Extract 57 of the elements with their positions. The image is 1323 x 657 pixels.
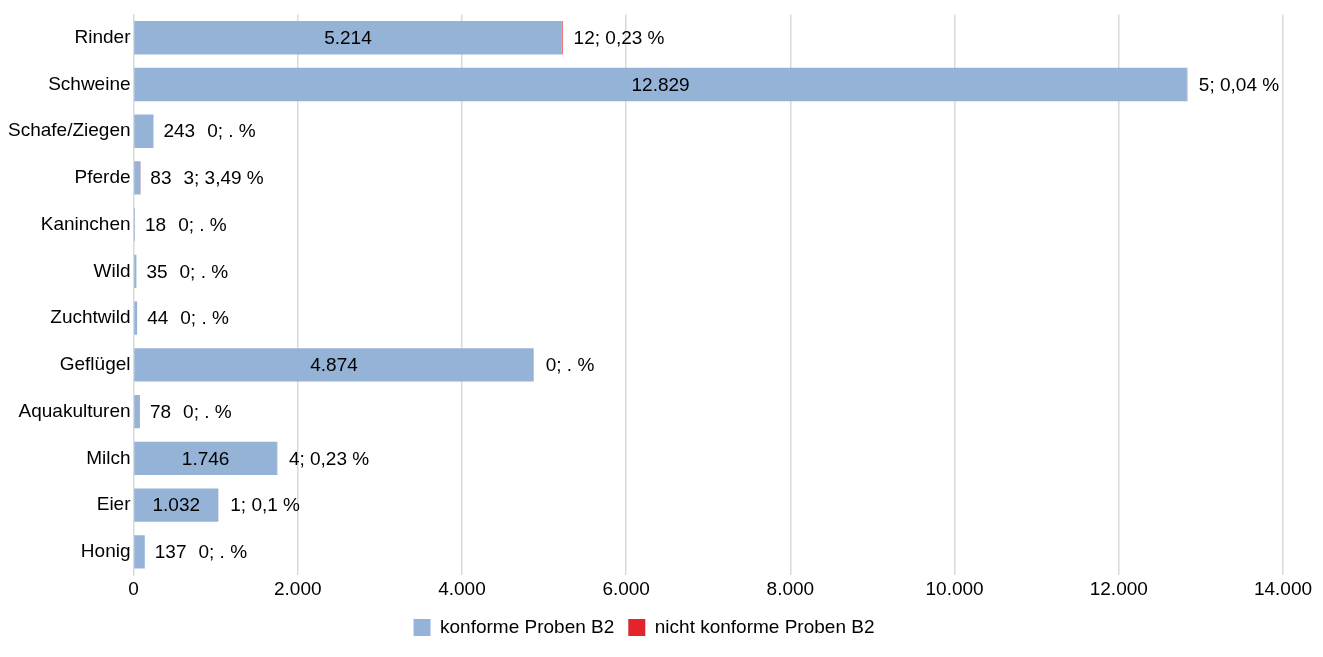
bar xyxy=(134,161,141,195)
bar xyxy=(134,114,154,148)
data-label: 12.829 xyxy=(631,73,690,95)
data-label: 83 xyxy=(150,167,172,189)
data-label: 243 xyxy=(163,120,196,142)
x-tick-label: 6.000 xyxy=(602,577,650,599)
x-tick-label: 8.000 xyxy=(766,577,815,599)
y-tick-label: Schafe/Ziegen xyxy=(7,119,131,141)
data-label: 0; . % xyxy=(180,307,229,329)
y-tick-label: Wild xyxy=(93,259,131,281)
x-tick-label: 4.000 xyxy=(438,577,486,599)
y-tick-label: Schweine xyxy=(48,72,131,94)
data-label: 1; 0,1 % xyxy=(230,494,301,516)
bar xyxy=(134,535,145,569)
bar xyxy=(134,441,277,476)
x-tick-label: 0 xyxy=(128,577,139,599)
data-label: 0; . % xyxy=(198,541,248,563)
data-label: 12; 0,23 % xyxy=(573,27,665,48)
y-tick-label: Geflügel xyxy=(59,353,131,375)
data-label: 18 xyxy=(145,213,167,235)
y-tick-label: Milch xyxy=(86,446,131,468)
y-tick-label: Rinder xyxy=(74,26,132,47)
bar xyxy=(134,394,140,429)
x-tick-label: 2.000 xyxy=(273,577,322,599)
data-label: 3; 3,49 % xyxy=(183,167,264,189)
data-label: 0; . % xyxy=(545,354,595,376)
y-tick-label: Pferde xyxy=(74,166,131,188)
data-label: 5.214 xyxy=(324,27,373,48)
data-label: 1.032 xyxy=(152,494,201,516)
legend-label: konforme Proben B2 xyxy=(440,615,615,637)
data-label: 4; 0,23 % xyxy=(288,447,370,469)
x-tick-label: 12.000 xyxy=(1089,577,1148,599)
y-tick-label: Honig xyxy=(80,540,131,562)
data-label: 35 xyxy=(146,260,168,282)
data-label: 1.746 xyxy=(181,447,230,469)
data-label: 5; 0,04 % xyxy=(1198,73,1280,95)
bar xyxy=(134,67,1187,102)
bar xyxy=(134,254,137,289)
data-label: 78 xyxy=(149,400,172,422)
data-label: 137 xyxy=(154,541,187,563)
data-label: 0; . % xyxy=(183,400,232,422)
y-tick-label: Eier xyxy=(96,493,132,515)
data-label: 0; . % xyxy=(179,260,229,282)
data-label: 0; . % xyxy=(178,213,227,235)
x-tick-label: 10.000 xyxy=(925,577,984,599)
bar xyxy=(134,348,534,382)
y-tick-label: Kaninchen xyxy=(40,212,131,234)
data-label: 0; . % xyxy=(207,120,256,142)
data-label: 44 xyxy=(147,307,169,329)
bar xyxy=(134,301,138,335)
x-tick-label: 14.000 xyxy=(1253,577,1313,599)
bar xyxy=(134,21,562,55)
bar xyxy=(134,488,219,522)
y-tick-label: Zuchtwild xyxy=(50,306,131,328)
legend-label: nicht konforme Proben B2 xyxy=(654,615,875,637)
data-label: 4.874 xyxy=(310,354,359,376)
y-tick-label: Aquakulturen xyxy=(18,399,131,421)
